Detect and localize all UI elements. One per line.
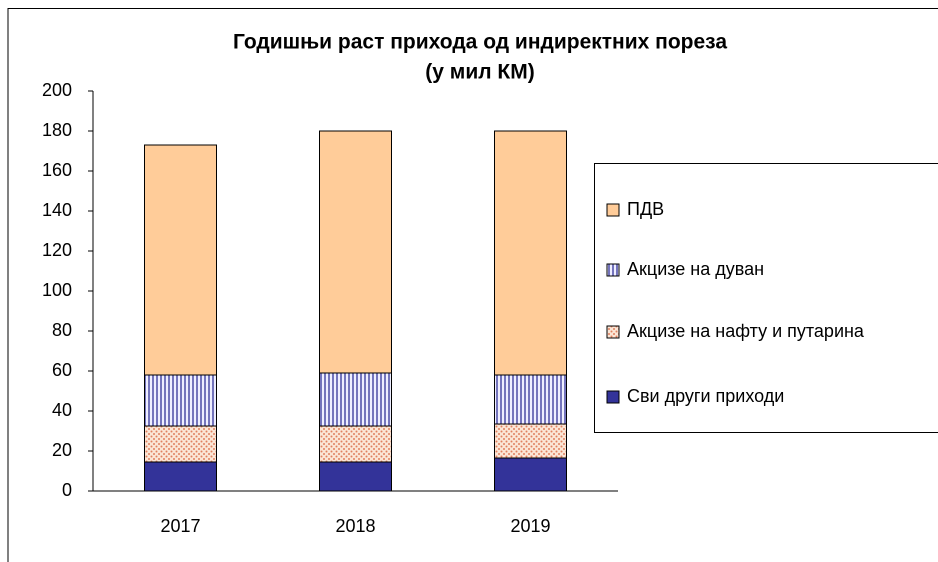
y-tick-label: 60 [52,360,72,380]
legend-label: Акцизе на дуван [627,259,764,279]
chart-subtitle: (у мил КМ) [425,61,534,84]
y-tick-label: 160 [42,160,72,180]
bar-segment [319,130,392,374]
legend-swatch [606,390,620,404]
legend-swatch [606,325,620,339]
legend-swatch [606,263,620,277]
bar-segment [144,144,217,376]
y-tick-label: 0 [62,480,72,500]
bar-segment [319,461,392,492]
bar-segment [319,425,392,463]
y-tick-label: 180 [42,120,72,140]
chart-title: Годишњи раст прихода од индиректних поре… [233,31,727,54]
y-tick-label: 80 [52,320,72,340]
legend-label: Сви други приходи [627,386,784,406]
bar-segment [144,461,217,492]
legend-label: Акцизе на нафту и путарина [627,321,865,341]
legend-label: ПДВ [627,199,664,219]
y-tick-label: 20 [52,440,72,460]
chart-frame [7,8,938,562]
bar-segment [494,457,567,492]
y-tick-label: 40 [52,400,72,420]
x-tick-label: 2017 [160,516,200,536]
bar-segment [144,374,217,427]
x-tick-label: 2019 [510,516,550,536]
bar-segment [319,372,392,427]
legend-box [594,163,938,433]
y-tick-label: 120 [42,240,72,260]
y-tick-label: 140 [42,200,72,220]
bar-segment [494,374,567,425]
bar-segment [494,423,567,459]
bar-segment [494,130,567,376]
bar-segment [144,425,217,463]
legend-swatch [606,203,620,217]
x-tick-label: 2018 [335,516,375,536]
y-tick-label: 100 [42,280,72,300]
y-tick-label: 200 [42,80,72,100]
